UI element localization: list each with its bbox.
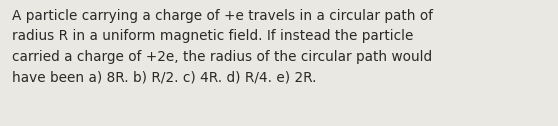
Text: A particle carrying a charge of +e travels in a circular path of
radius R in a u: A particle carrying a charge of +e trave… [12, 9, 433, 85]
